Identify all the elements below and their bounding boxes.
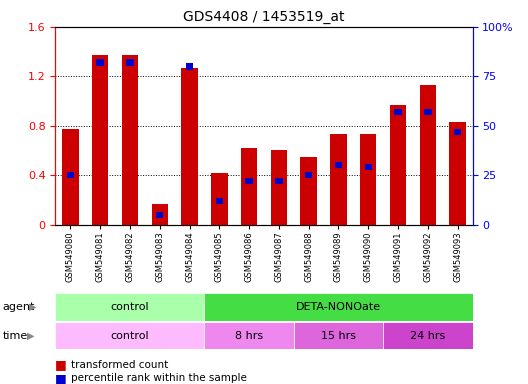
Text: 8 hrs: 8 hrs bbox=[235, 331, 263, 341]
Bar bbox=[390, 105, 406, 225]
Bar bbox=[394, 109, 402, 115]
Text: ▶: ▶ bbox=[27, 331, 34, 341]
Bar bbox=[271, 151, 287, 225]
Bar bbox=[424, 109, 431, 115]
Bar bbox=[152, 204, 168, 225]
Bar bbox=[204, 293, 473, 321]
Bar bbox=[122, 55, 138, 225]
Bar bbox=[246, 178, 253, 184]
Bar bbox=[360, 134, 376, 225]
Bar bbox=[294, 322, 383, 349]
Bar bbox=[55, 322, 204, 349]
Bar bbox=[126, 60, 134, 66]
Text: DETA-NONOate: DETA-NONOate bbox=[296, 302, 381, 312]
Bar bbox=[92, 55, 108, 225]
Text: time: time bbox=[3, 331, 28, 341]
Bar bbox=[275, 178, 282, 184]
Bar bbox=[62, 129, 79, 225]
Bar bbox=[335, 162, 342, 169]
Text: control: control bbox=[110, 331, 149, 341]
Text: GDS4408 / 1453519_at: GDS4408 / 1453519_at bbox=[183, 10, 345, 23]
Bar bbox=[211, 173, 228, 225]
Text: transformed count: transformed count bbox=[71, 360, 168, 370]
Bar bbox=[204, 322, 294, 349]
Bar bbox=[186, 63, 193, 70]
Text: ▶: ▶ bbox=[29, 302, 36, 312]
Bar bbox=[97, 60, 104, 66]
Text: control: control bbox=[110, 302, 149, 312]
Bar bbox=[305, 172, 313, 178]
Bar bbox=[420, 85, 436, 225]
Bar bbox=[55, 293, 204, 321]
Bar bbox=[331, 134, 347, 225]
Bar bbox=[241, 148, 257, 225]
Bar bbox=[156, 212, 163, 218]
Bar bbox=[449, 122, 466, 225]
Bar bbox=[215, 198, 223, 204]
Bar bbox=[365, 164, 372, 170]
Text: percentile rank within the sample: percentile rank within the sample bbox=[71, 373, 247, 383]
Text: ■: ■ bbox=[55, 358, 71, 371]
Bar bbox=[300, 157, 317, 225]
Bar bbox=[67, 172, 74, 178]
Text: agent: agent bbox=[3, 302, 35, 312]
Text: 24 hrs: 24 hrs bbox=[410, 331, 446, 341]
Bar bbox=[454, 129, 461, 135]
Bar bbox=[181, 68, 197, 225]
Bar bbox=[383, 322, 473, 349]
Text: 15 hrs: 15 hrs bbox=[321, 331, 356, 341]
Text: ■: ■ bbox=[55, 372, 71, 384]
